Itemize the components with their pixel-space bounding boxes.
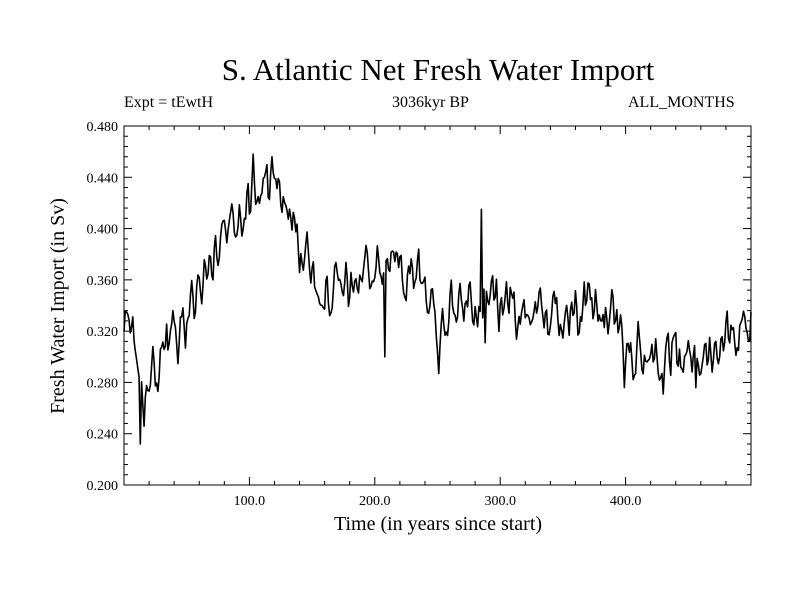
experiment-label: Expt = tEwtH [124, 94, 214, 111]
y-tick-label: 0.240 [87, 428, 119, 443]
y-tick-label: 0.360 [87, 274, 119, 289]
y-tick-label: 0.280 [87, 376, 119, 391]
x-tick-label: 100.0 [234, 494, 266, 509]
x-tick-label: 200.0 [359, 494, 391, 509]
y-tick-label: 0.200 [87, 479, 119, 494]
x-axis-label: Time (in years since start) [334, 513, 542, 535]
y-axis-label: Fresh Water Import (in Sv) [47, 198, 69, 414]
series-line [123, 153, 752, 445]
ticks-layer: 0.200 0.240 0.280 0.320 0.360 0.400 0.440 0.480… [87, 120, 752, 509]
y-tick-label: 0.480 [87, 120, 119, 135]
x-tick-label: 300.0 [484, 494, 516, 509]
period-label: 3036kyr BP [392, 94, 469, 111]
chart-title: S. Atlantic Net Fresh Water Import [221, 52, 655, 87]
y-tick-label: 0.400 [87, 223, 119, 238]
plot-frame [123, 125, 752, 486]
x-tick-label: 400.0 [610, 494, 642, 509]
y-tick-label: 0.440 [87, 171, 119, 186]
y-tick-label: 0.320 [87, 325, 119, 340]
months-label: ALL_MONTHS [628, 94, 735, 111]
series-layer [123, 153, 752, 445]
